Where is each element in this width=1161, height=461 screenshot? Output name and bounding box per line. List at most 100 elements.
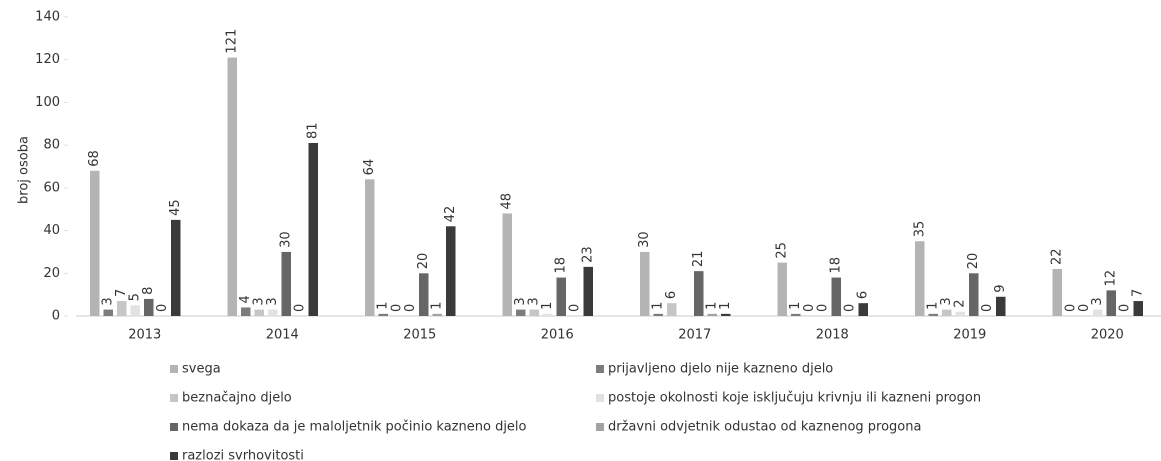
legend-swatch xyxy=(596,423,604,431)
legend-label: postoje okolnosti koje isključuju krivnj… xyxy=(608,391,981,406)
value-label: 3 xyxy=(252,297,267,305)
legend-label: državni odvjetnik odustao od kaznenog pr… xyxy=(608,420,921,435)
value-label: 68 xyxy=(87,150,102,167)
value-label: 0 xyxy=(155,304,170,312)
y-tick-label: 40 xyxy=(43,223,60,238)
y-tick-label: 60 xyxy=(43,180,60,195)
value-label: 8 xyxy=(141,287,156,295)
legend-label: beznačajno djelo xyxy=(182,391,292,406)
value-label: 20 xyxy=(966,253,981,270)
x-tick-label: 2018 xyxy=(816,328,849,343)
x-tick-label: 2019 xyxy=(953,328,986,343)
value-label: 25 xyxy=(775,242,790,259)
bar xyxy=(502,213,512,316)
bar xyxy=(378,313,388,316)
x-tick-label: 2017 xyxy=(678,328,711,343)
value-label: 23 xyxy=(581,246,596,263)
bar xyxy=(969,273,979,316)
bar xyxy=(281,251,291,316)
y-tick-label: 140 xyxy=(35,10,60,25)
x-tick-label: 2015 xyxy=(403,328,436,343)
legend-swatch xyxy=(170,452,178,460)
value-label: 0 xyxy=(292,304,307,312)
bar xyxy=(254,309,264,316)
value-label: 7 xyxy=(1131,289,1146,297)
bar xyxy=(446,226,456,316)
value-label: 30 xyxy=(279,231,294,248)
legend-swatch xyxy=(170,365,178,373)
y-axis-label: broj osoba xyxy=(17,136,32,204)
value-label: 6 xyxy=(856,291,871,299)
y-tick-label: 80 xyxy=(43,138,60,153)
bar xyxy=(268,309,278,316)
bar xyxy=(103,309,113,316)
y-tick-label: 120 xyxy=(35,52,60,67)
bar xyxy=(419,273,429,316)
value-label: 9 xyxy=(993,284,1008,292)
value-label: 42 xyxy=(443,206,458,223)
value-label: 3 xyxy=(527,297,542,305)
value-label: 0 xyxy=(1077,304,1092,312)
y-tick-label: 100 xyxy=(35,95,60,110)
value-label: 121 xyxy=(225,29,240,54)
legend-swatch xyxy=(170,423,178,431)
bar xyxy=(529,309,539,316)
value-label: 0 xyxy=(802,304,817,312)
bar xyxy=(653,313,663,316)
legend-swatch xyxy=(170,394,178,402)
value-label: 1 xyxy=(705,302,720,310)
bar xyxy=(955,311,965,316)
value-label: 21 xyxy=(691,251,706,268)
bar xyxy=(915,241,925,316)
legend-label: svega xyxy=(182,362,221,377)
value-label: 1 xyxy=(540,302,555,310)
value-label: 30 xyxy=(637,231,652,248)
value-label: 12 xyxy=(1104,270,1119,287)
value-label: 0 xyxy=(980,304,995,312)
bar xyxy=(583,266,593,316)
value-label: 3 xyxy=(101,297,116,305)
bar xyxy=(721,313,731,316)
value-label: 1 xyxy=(788,302,803,310)
value-label: 2 xyxy=(953,299,968,307)
value-label: 3 xyxy=(939,297,954,305)
x-tick-label: 2020 xyxy=(1091,328,1124,343)
bar xyxy=(241,307,251,316)
bar xyxy=(667,303,677,316)
legend-swatch xyxy=(596,394,604,402)
bar xyxy=(144,298,154,316)
bar xyxy=(90,170,100,316)
bar xyxy=(1052,269,1062,316)
bar xyxy=(640,251,650,316)
value-label: 45 xyxy=(168,199,183,216)
value-label: 7 xyxy=(114,289,129,297)
value-label: 3 xyxy=(513,297,528,305)
bar xyxy=(1093,309,1103,316)
bar xyxy=(707,313,717,316)
value-label: 3 xyxy=(1090,297,1105,305)
value-label: 18 xyxy=(829,257,844,274)
value-label: 20 xyxy=(416,253,431,270)
x-tick-label: 2014 xyxy=(266,328,299,343)
value-label: 5 xyxy=(128,293,143,301)
value-label: 0 xyxy=(567,304,582,312)
bar xyxy=(365,179,375,316)
bar xyxy=(777,262,787,316)
legend-label: razlozi svrhovitosti xyxy=(182,449,304,461)
bar xyxy=(516,309,526,316)
value-label: 0 xyxy=(842,304,857,312)
value-label: 81 xyxy=(306,122,321,139)
x-tick-label: 2013 xyxy=(128,328,161,343)
bar xyxy=(996,296,1006,316)
legend-swatch xyxy=(596,365,604,373)
bar xyxy=(791,313,801,316)
value-label: 48 xyxy=(500,193,515,210)
bar xyxy=(1133,301,1143,316)
value-label: 0 xyxy=(1117,304,1132,312)
value-label: 18 xyxy=(554,257,569,274)
bar xyxy=(227,57,237,316)
bar xyxy=(117,301,127,316)
bar xyxy=(1106,290,1116,316)
bar xyxy=(171,219,181,316)
bar xyxy=(556,277,566,316)
